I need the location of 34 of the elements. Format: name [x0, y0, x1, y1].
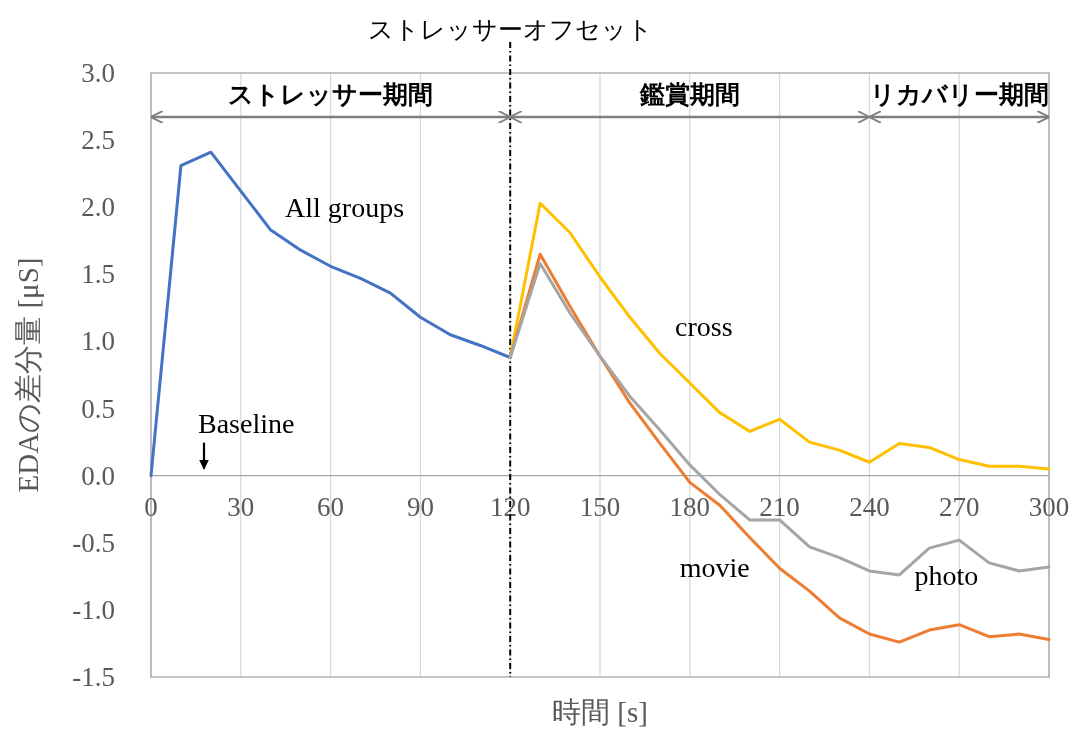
x-tick-label: 90	[406, 491, 434, 522]
series-label: photo	[914, 559, 979, 591]
x-axis-title: 時間 [s]	[552, 696, 648, 728]
annotation: リカバリー期間	[869, 80, 1049, 109]
annotation: ストレッサー期間	[228, 80, 434, 109]
x-tick-label: 180	[669, 491, 711, 522]
y-tick-label: 1.0	[81, 326, 115, 357]
series-label: movie	[679, 551, 750, 583]
y-tick-label: -0.5	[72, 527, 115, 558]
line-series	[149, 150, 512, 478]
x-tick-label: 0	[144, 491, 158, 522]
x-tick-label: 300	[1028, 491, 1070, 522]
y-tick-label: 2.0	[81, 192, 115, 223]
x-tick-label: 240	[849, 491, 890, 522]
x-tick-label: 270	[938, 491, 980, 522]
y-tick-label: 1.5	[81, 259, 115, 290]
y-tick-label: -1.0	[72, 594, 115, 625]
x-tick-label: 30	[227, 491, 255, 522]
annotation: Baseline	[198, 407, 295, 439]
x-tick-label: 210	[759, 491, 800, 522]
y-tick-label: 0.5	[81, 393, 115, 424]
y-tick-label: 3.0	[81, 58, 115, 88]
series-label: cross	[675, 311, 733, 343]
y-axis-title: EDAの差分量 [μS]	[12, 257, 44, 493]
y-tick-label: 0.0	[81, 460, 115, 491]
series-label: All groups	[285, 191, 405, 223]
y-tick-label: 2.5	[81, 125, 115, 156]
x-tick-label: 150	[579, 491, 621, 522]
line-series	[508, 201, 1051, 471]
annotation: 鑑賞期間	[638, 80, 740, 109]
x-tick-label: 120	[489, 491, 531, 522]
ref-line-label: ストレッサーオフセット	[367, 15, 653, 44]
y-tick-label: -1.5	[72, 662, 115, 692]
x-tick-label: 60	[317, 491, 345, 522]
